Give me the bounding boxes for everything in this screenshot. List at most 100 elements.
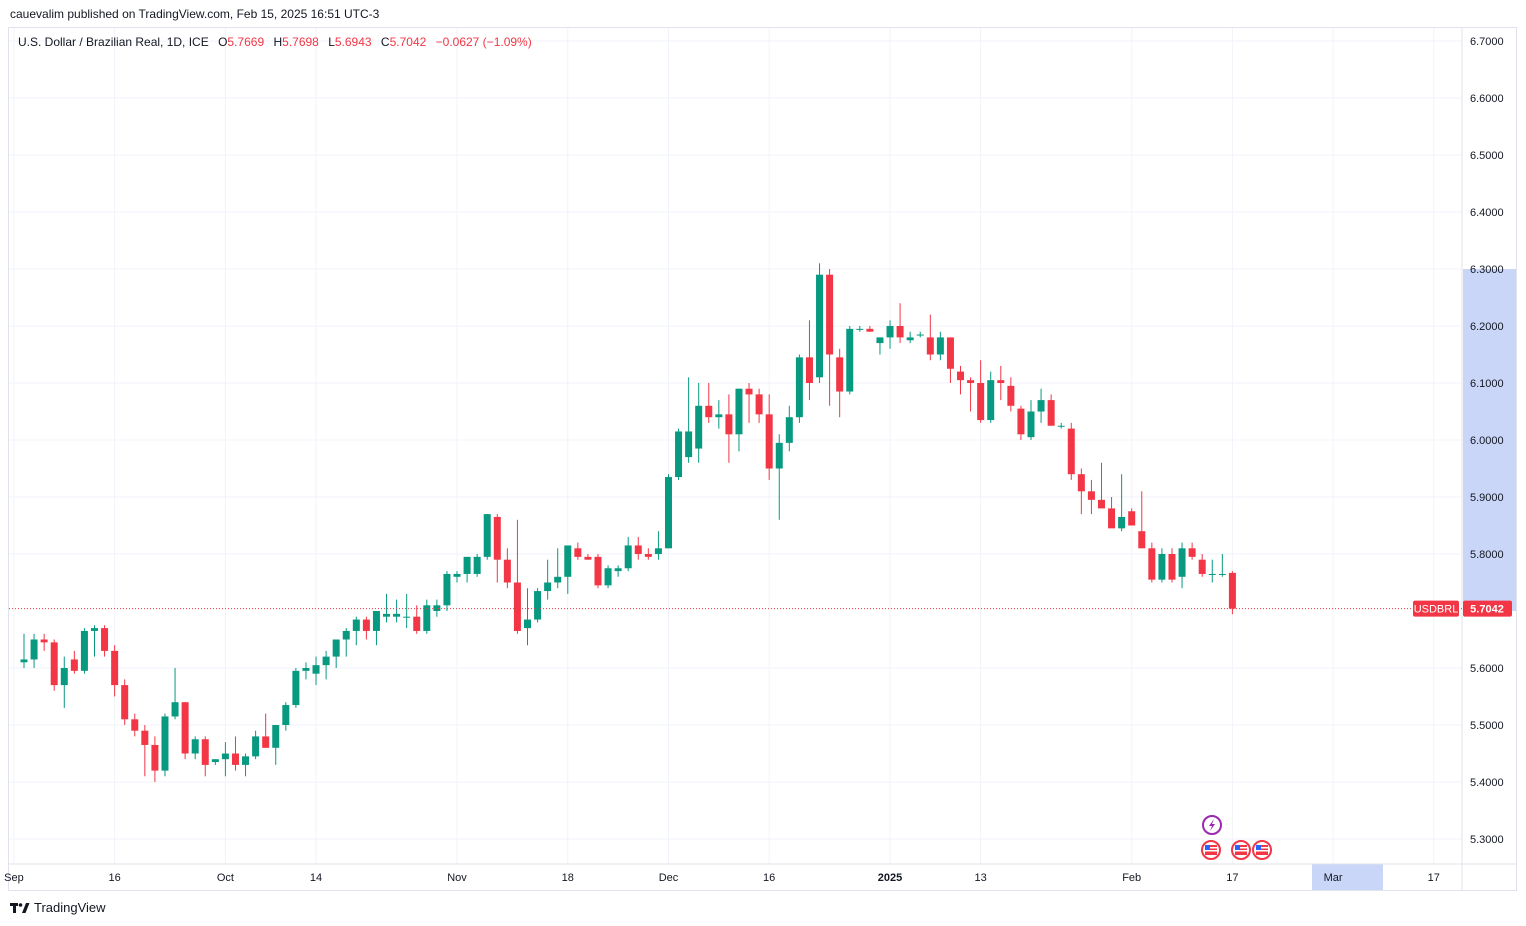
candle-up	[916, 334, 924, 336]
candle-down	[201, 739, 209, 765]
candle-up	[272, 725, 280, 748]
candle-up	[171, 702, 179, 717]
legend-low-value: 5.6943	[334, 35, 372, 49]
candle-up	[292, 670, 300, 706]
candle-up	[624, 545, 632, 569]
legend-close-value: 5.7042	[389, 35, 427, 49]
x-tick-label: Nov	[447, 872, 467, 884]
y-tick-label: 6.5000	[1470, 150, 1504, 162]
y-tick-label: 5.3000	[1470, 834, 1504, 846]
candle-up	[221, 753, 229, 760]
flag-stripe-icon	[1205, 847, 1217, 849]
legend-close-label: C	[380, 35, 390, 49]
x-tick-label: 18	[562, 872, 574, 884]
candle-down	[896, 326, 904, 338]
candle-down	[725, 414, 733, 435]
legend-high-label: H	[273, 35, 283, 49]
candle-up	[383, 613, 391, 617]
lightning-glyph-icon	[1209, 819, 1215, 831]
candle-up	[352, 619, 360, 631]
legend-symbol: U.S. Dollar / Brazilian Real, 1D, ICE	[18, 35, 209, 49]
candle-up	[534, 591, 542, 620]
candle-up	[936, 337, 944, 355]
candle-up	[1218, 573, 1226, 575]
flag-stripe-icon	[1256, 847, 1268, 849]
candle-up	[544, 582, 552, 592]
candle-up	[80, 630, 88, 671]
candle-down	[584, 556, 592, 560]
candle-up	[372, 611, 380, 631]
y-tick-label: 6.4000	[1470, 207, 1504, 219]
legend-high-value: 5.7698	[282, 35, 319, 49]
candle-down	[50, 642, 58, 686]
candle-down	[262, 736, 270, 748]
candle-up	[393, 613, 401, 617]
tradingview-logo[interactable]: TradingView	[10, 900, 106, 915]
candle-up	[856, 328, 864, 330]
candle-down	[1077, 474, 1085, 492]
candle-down	[926, 337, 934, 355]
candle-up	[664, 477, 672, 549]
candle-down	[513, 582, 521, 631]
candle-down	[1228, 572, 1236, 609]
candle-down	[634, 545, 642, 554]
candle-up	[715, 414, 723, 418]
y-tick-label: 5.6000	[1470, 663, 1504, 675]
candle-up	[795, 357, 803, 418]
candle-down	[957, 371, 965, 381]
candle-down	[765, 414, 773, 469]
candle-down	[997, 380, 1005, 383]
flag-stripe-icon	[1256, 850, 1268, 852]
candle-down	[493, 516, 501, 560]
candle-up	[312, 665, 320, 674]
candle-up	[423, 605, 431, 631]
legend-open-value: 5.7669	[227, 35, 265, 49]
flag-canton-icon	[1235, 845, 1240, 850]
candle-up	[20, 659, 28, 663]
candle-up	[60, 668, 68, 686]
candle-down	[1108, 508, 1116, 529]
candle-up	[342, 630, 350, 640]
flag-canton-icon	[1205, 845, 1210, 850]
x-tick-label: 14	[310, 872, 322, 884]
candle-up	[1037, 400, 1045, 412]
candle-down	[836, 357, 844, 392]
candle-down	[977, 383, 985, 421]
candle-up	[242, 756, 250, 765]
candle-up	[453, 573, 461, 577]
y-tick-label: 6.1000	[1470, 378, 1504, 390]
x-tick-label: Sep	[4, 872, 24, 884]
time-range-highlight	[1312, 864, 1383, 890]
y-tick-label: 6.2000	[1470, 321, 1504, 333]
x-tick-label: 2025	[878, 872, 902, 884]
candle-up	[443, 573, 451, 606]
candle-up	[1057, 425, 1065, 427]
candle-down	[413, 616, 421, 631]
candle-up	[554, 576, 562, 583]
x-tick-label: Feb	[1122, 872, 1141, 884]
candle-up	[685, 431, 693, 458]
y-tick-label: 6.0000	[1470, 435, 1504, 447]
chart-frame[interactable]	[8, 27, 1517, 891]
candle-up	[816, 274, 824, 378]
candle-down	[805, 357, 813, 383]
flag-canton-icon	[1256, 845, 1261, 850]
candle-down	[946, 337, 954, 369]
symbol-tag-text: USDBRL	[1414, 604, 1459, 616]
candle-down	[1138, 531, 1146, 549]
candle-down	[231, 753, 239, 765]
candle-up	[282, 705, 290, 725]
candle-down	[1007, 385, 1015, 406]
publisher-line: cauevalim published on TradingView.com, …	[10, 7, 380, 21]
symbol-legend: U.S. Dollar / Brazilian Real, 1D, ICE O5…	[18, 35, 532, 49]
candle-up	[785, 417, 793, 443]
x-tick-label: 17	[1226, 872, 1238, 884]
last-price-tag-text: 5.7042	[1470, 604, 1504, 616]
flag-stripe-icon	[1235, 850, 1247, 852]
candle-down	[745, 388, 753, 395]
candle-down	[1087, 491, 1095, 500]
candle-up	[1178, 548, 1186, 577]
candle-down	[967, 380, 975, 383]
candle-up	[252, 736, 260, 757]
